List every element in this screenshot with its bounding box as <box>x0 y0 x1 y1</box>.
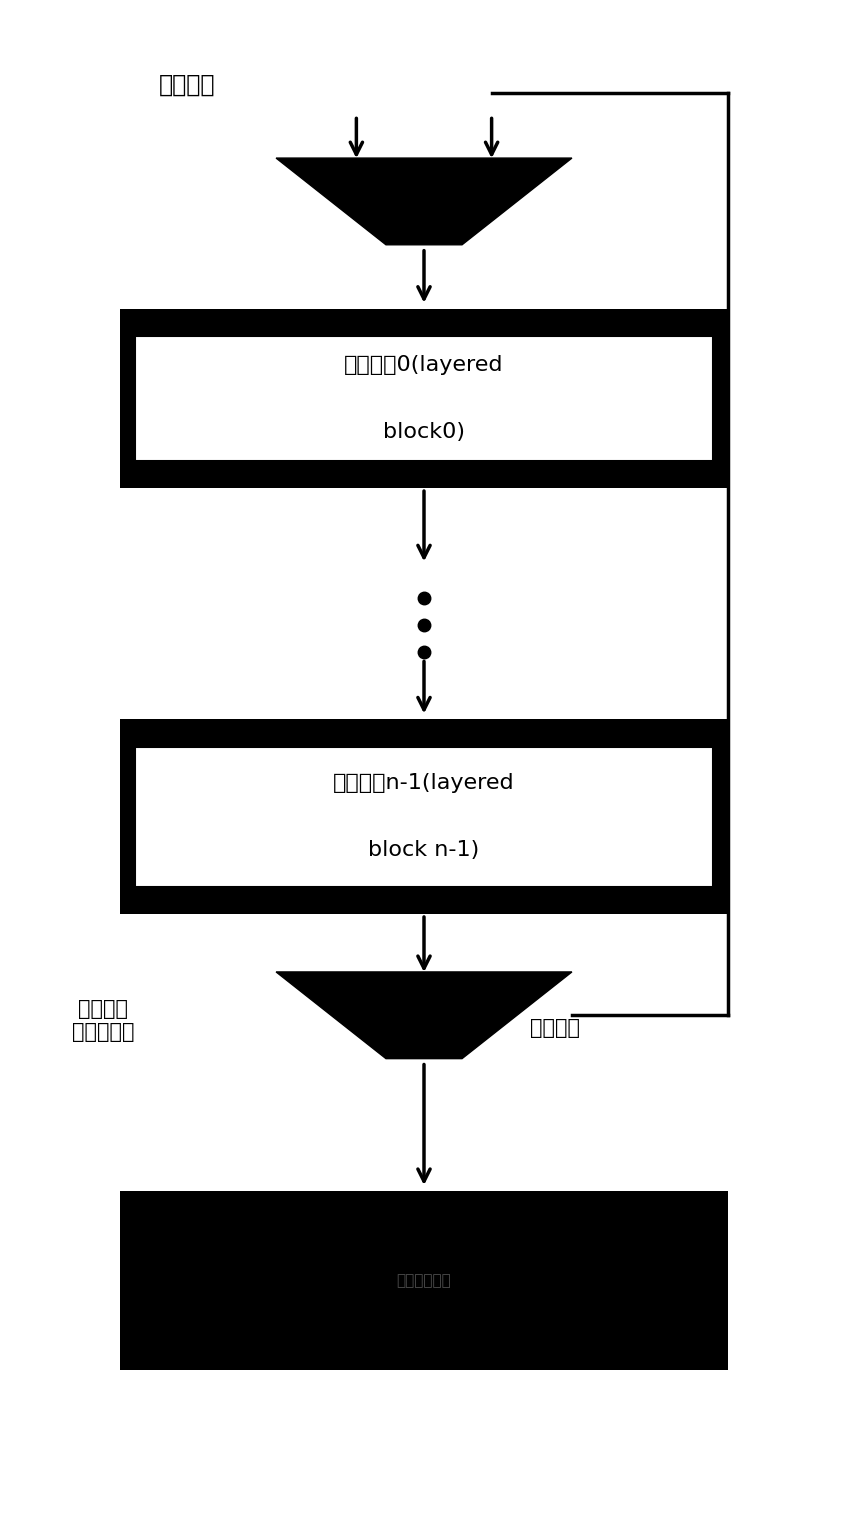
Text: 输出信息比特: 输出信息比特 <box>397 1273 451 1288</box>
Text: block n-1): block n-1) <box>368 840 480 860</box>
Polygon shape <box>276 158 572 245</box>
Bar <box>120 309 728 488</box>
Bar <box>135 337 713 460</box>
Text: 完成迭代
更新后信息: 完成迭代 更新后信息 <box>71 1000 134 1042</box>
Text: block0): block0) <box>383 422 465 442</box>
Bar <box>120 1190 728 1370</box>
Text: 信道信息: 信道信息 <box>159 73 215 98</box>
Polygon shape <box>276 972 572 1059</box>
Bar <box>135 747 713 887</box>
Text: 继续迭代: 继续迭代 <box>530 1018 580 1038</box>
Text: 层块结构0(layered: 层块结构0(layered <box>344 355 504 375</box>
Text: 层块结构n-1(layered: 层块结构n-1(layered <box>333 773 515 794</box>
Bar <box>120 719 728 914</box>
